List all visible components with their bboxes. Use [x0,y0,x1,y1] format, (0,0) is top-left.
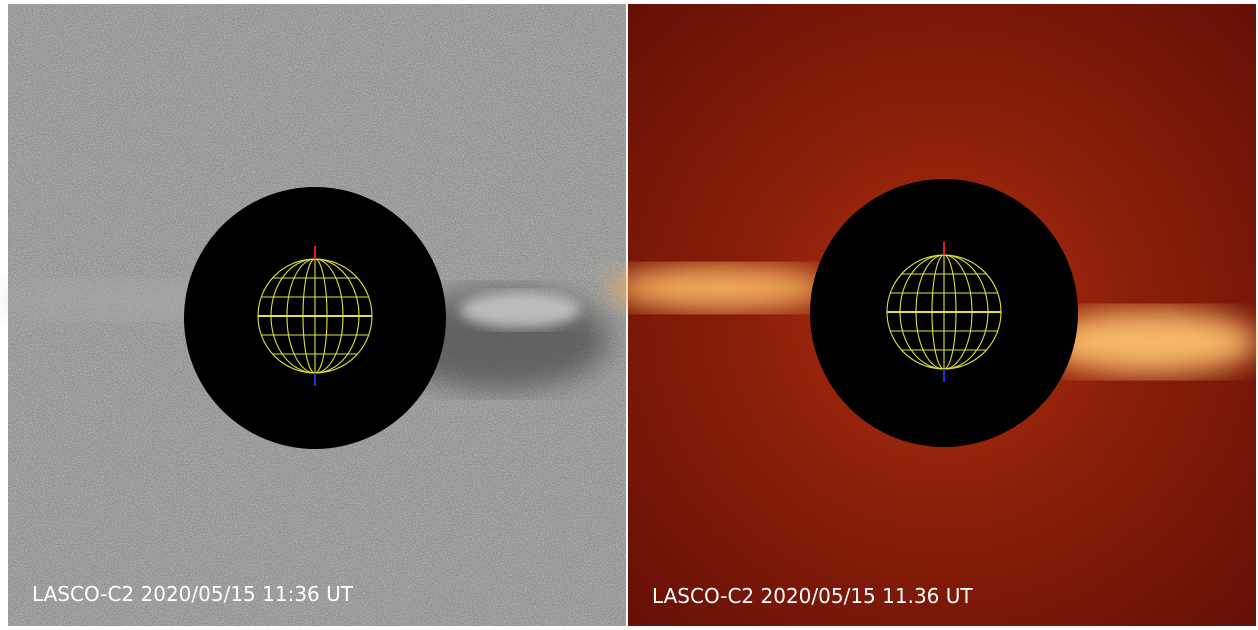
caption: LASCO-C2 2020/05/15 11.36 UT [652,584,973,608]
left-panel: LASCO-C2 2020/05/15 11:36 UT [0,4,626,626]
streamer-right [1040,310,1258,374]
streamer-left [610,266,830,310]
caption: LASCO-C2 2020/05/15 11:36 UT [32,582,354,606]
cme-bright [460,292,580,328]
right-panel: LASCO-C2 2020/05/15 11.36 UT [610,4,1258,626]
